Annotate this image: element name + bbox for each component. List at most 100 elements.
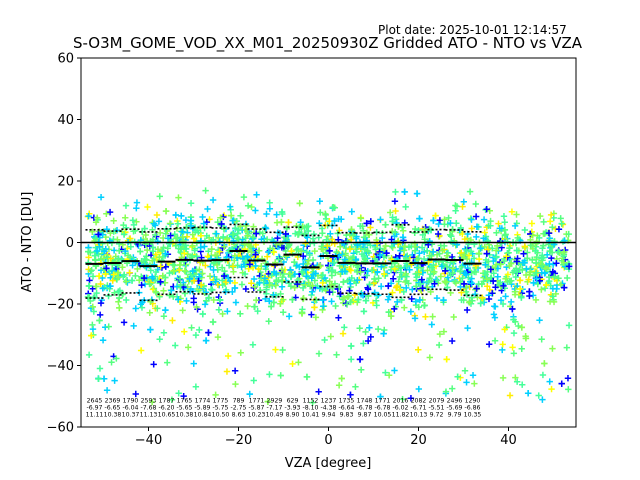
data-point xyxy=(457,278,464,286)
data-point xyxy=(366,324,373,331)
bin-n-label: 1771 xyxy=(249,397,265,404)
data-point xyxy=(382,369,389,376)
data-point xyxy=(549,293,556,300)
data-point xyxy=(440,296,447,304)
data-point xyxy=(214,218,221,226)
data-point xyxy=(331,259,338,266)
bin-mean-label: -4.38 xyxy=(320,404,336,411)
data-point xyxy=(504,271,512,278)
data-point xyxy=(377,216,384,223)
data-point xyxy=(333,248,340,256)
data-point xyxy=(308,311,315,318)
data-point xyxy=(277,372,284,379)
data-point xyxy=(339,330,347,337)
data-point xyxy=(124,279,131,286)
data-point xyxy=(282,247,289,255)
data-point xyxy=(401,243,409,250)
data-point xyxy=(225,262,233,269)
y-tick-label: 60 xyxy=(57,52,74,67)
data-point xyxy=(214,281,222,288)
data-point xyxy=(193,227,201,234)
data-point xyxy=(207,263,214,270)
data-point xyxy=(95,375,102,383)
data-point xyxy=(344,238,351,245)
data-point xyxy=(338,375,345,382)
data-point xyxy=(267,303,275,310)
data-point xyxy=(343,301,351,308)
data-point xyxy=(519,266,526,274)
data-point xyxy=(508,277,515,284)
bin-sd-label: 11.11 xyxy=(86,412,104,419)
data-point xyxy=(205,329,212,336)
data-point xyxy=(231,367,239,375)
data-point xyxy=(143,256,150,264)
data-point xyxy=(303,248,310,256)
data-point xyxy=(387,312,395,320)
data-point xyxy=(481,270,489,277)
data-point xyxy=(317,209,324,216)
data-point xyxy=(521,226,529,234)
data-point xyxy=(506,392,514,399)
data-point xyxy=(360,308,368,315)
data-point xyxy=(465,252,473,259)
data-point xyxy=(403,284,410,292)
data-point xyxy=(447,219,454,227)
data-point xyxy=(89,321,96,329)
data-point xyxy=(103,226,111,233)
data-point xyxy=(302,281,309,289)
data-point xyxy=(99,337,107,344)
data-point xyxy=(289,360,296,368)
data-point xyxy=(181,267,189,275)
data-point xyxy=(501,326,508,333)
bin-mean-label: -7.17 xyxy=(266,404,282,411)
data-point xyxy=(392,207,399,215)
data-point xyxy=(306,251,313,259)
data-point xyxy=(292,294,299,301)
data-point xyxy=(298,268,305,276)
data-point xyxy=(154,277,161,284)
data-point xyxy=(389,228,396,235)
data-point xyxy=(96,365,104,372)
data-point xyxy=(565,386,572,393)
data-point xyxy=(395,262,402,270)
data-point xyxy=(357,215,365,222)
data-point xyxy=(224,308,231,315)
data-point xyxy=(173,283,181,290)
data-point xyxy=(348,226,355,233)
data-point xyxy=(252,230,260,237)
data-point xyxy=(100,375,108,382)
data-point xyxy=(396,273,404,281)
bin-sd-label: 9.79 xyxy=(448,412,462,419)
data-point xyxy=(490,311,498,318)
data-point xyxy=(485,341,493,348)
data-point xyxy=(154,238,161,245)
data-point xyxy=(411,229,418,237)
data-point xyxy=(319,286,326,293)
data-point xyxy=(223,235,231,243)
data-point xyxy=(355,264,362,271)
data-point xyxy=(521,243,529,250)
data-point xyxy=(352,256,360,264)
data-point xyxy=(152,231,159,239)
bin-sd-label: 10.38 xyxy=(176,412,194,419)
data-point xyxy=(248,280,255,287)
data-point xyxy=(399,234,407,241)
data-point xyxy=(469,297,476,304)
data-point xyxy=(332,302,339,310)
data-point xyxy=(364,247,371,255)
data-point xyxy=(253,191,260,198)
data-point xyxy=(221,243,228,250)
data-point xyxy=(316,220,323,227)
data-point xyxy=(426,354,434,361)
data-point xyxy=(265,270,272,278)
data-point xyxy=(231,284,239,292)
data-point xyxy=(278,266,286,273)
data-point xyxy=(549,268,557,275)
data-point xyxy=(421,302,428,309)
data-point xyxy=(400,247,408,254)
data-point xyxy=(516,277,524,284)
data-point xyxy=(539,396,546,403)
data-point xyxy=(156,335,163,343)
data-point xyxy=(92,234,99,242)
